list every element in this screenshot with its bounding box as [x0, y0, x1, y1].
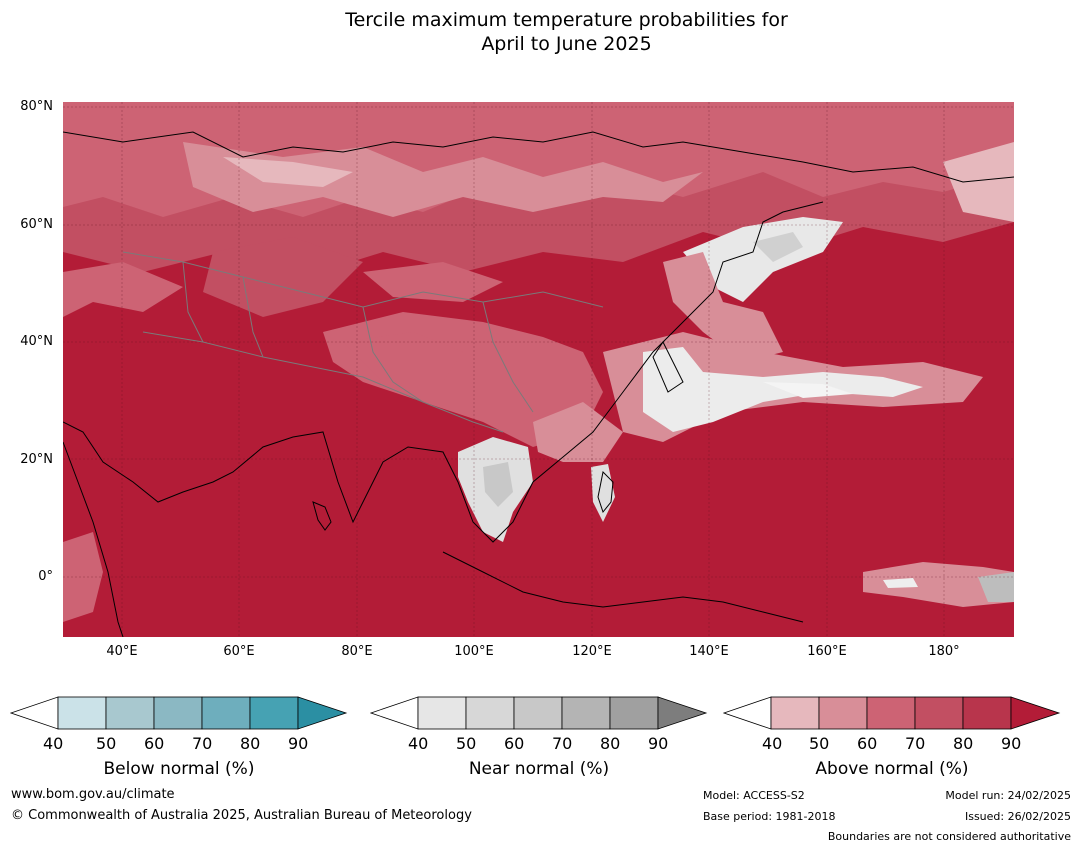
north-band-50 [183, 142, 703, 217]
cbar-below-seg-6 [297, 696, 348, 730]
cbar-above-seg-1 [770, 696, 820, 730]
lon-label-80e: 80°E [341, 644, 373, 659]
equatorial-white [883, 578, 918, 588]
map-canvas [63, 102, 1014, 637]
above-tick-50: 50 [809, 734, 830, 753]
footer-disclaimer: Boundaries are not considered authoritat… [827, 830, 1071, 843]
above-tick-80: 80 [953, 734, 974, 753]
above-tick-70: 70 [905, 734, 926, 753]
cbar-below-seg-5 [249, 696, 299, 730]
below-tick-70: 70 [192, 734, 213, 753]
cbar-above-seg-5 [962, 696, 1012, 730]
cbar-above-seg-3 [866, 696, 916, 730]
map-title: Tercile maximum temperature probabilitie… [0, 8, 1081, 56]
pacific-band-white-2 [763, 382, 853, 398]
equatorial-grey [978, 572, 1014, 602]
colorbar-near-normal [370, 694, 710, 734]
south-china-pink [533, 402, 623, 462]
cbar-near-seg-4 [561, 696, 611, 730]
cbar-below-seg-4 [201, 696, 251, 730]
lat-label-20n: 20°N [20, 452, 53, 467]
lat-label-80n: 80°N [20, 99, 53, 114]
coastlines [63, 131, 1014, 637]
above-tick-40: 40 [762, 734, 783, 753]
colorbar-above-normal [723, 694, 1063, 734]
country-borders [122, 251, 604, 433]
near-tick-90: 90 [648, 734, 669, 753]
cbar-near-seg-3 [513, 696, 563, 730]
far-east-near-normal [683, 217, 843, 302]
lon-label-140e: 140°E [689, 644, 729, 659]
lon-label-160e: 160°E [807, 644, 847, 659]
lat-label-60n: 60°N [20, 217, 53, 232]
above-tick-90: 90 [1001, 734, 1022, 753]
north-band-60b [63, 262, 503, 317]
probability-map [63, 102, 1014, 637]
cbar-below-seg-3 [153, 696, 203, 730]
lat-label-0: 0° [38, 569, 53, 584]
above-tick-60: 60 [857, 734, 878, 753]
lon-label-40e: 40°E [106, 644, 138, 659]
east-africa-pink [63, 532, 103, 622]
lon-label-100e: 100°E [454, 644, 494, 659]
lon-label-180: 180° [928, 644, 960, 659]
footer-issued: Issued: 26/02/2025 [964, 810, 1071, 823]
legend-label-near-normal: Near normal (%) [468, 759, 610, 779]
near-tick-80: 80 [600, 734, 621, 753]
tibet-pink [343, 332, 463, 382]
footer-model: Model: ACCESS-S2 [703, 789, 805, 802]
legend-label-above-normal: Above normal (%) [815, 759, 969, 779]
near-tick-40: 40 [408, 734, 429, 753]
lat-label-40n: 40°N [20, 334, 53, 349]
cbar-below-seg-1 [57, 696, 107, 730]
cbar-above-seg-2 [818, 696, 868, 730]
colorbar-above-normal-graphic [723, 696, 1061, 730]
equatorial-pink [863, 562, 1014, 607]
footer-base-period: Base period: 1981-2018 [703, 810, 836, 823]
colorbar-near-normal-graphic [370, 696, 708, 730]
lon-label-120e: 120°E [572, 644, 612, 659]
cbar-near-seg-2 [465, 696, 515, 730]
near-tick-70: 70 [552, 734, 573, 753]
lon-label-60e: 60°E [223, 644, 255, 659]
indochina-grey [483, 462, 513, 507]
near-tick-60: 60 [504, 734, 525, 753]
far-east-pink [663, 252, 783, 362]
cbar-near-seg-5 [609, 696, 659, 730]
cbar-below-seg-0 [10, 696, 59, 730]
cbar-near-seg-6 [657, 696, 708, 730]
cbar-above-seg-6 [1010, 696, 1061, 730]
footer-copyright: © Commonwealth of Australia 2025, Austra… [11, 808, 472, 823]
footer-model-run: Model run: 24/02/2025 [945, 789, 1071, 802]
below-tick-80: 80 [240, 734, 261, 753]
footer-website: www.bom.gov.au/climate [11, 787, 175, 802]
colorbar-below-normal-graphic [10, 696, 348, 730]
far-east-grey [753, 232, 803, 262]
legend-label-below-normal: Below normal (%) [103, 759, 255, 779]
below-tick-40: 40 [43, 734, 64, 753]
title-line-2: April to June 2025 [481, 33, 652, 55]
below-tick-90: 90 [288, 734, 309, 753]
below-tick-60: 60 [144, 734, 165, 753]
title-line-1: Tercile maximum temperature probabilitie… [345, 9, 788, 31]
cbar-near-seg-1 [417, 696, 467, 730]
below-tick-50: 50 [96, 734, 117, 753]
near-tick-50: 50 [456, 734, 477, 753]
cbar-above-seg-0 [723, 696, 772, 730]
cbar-above-seg-4 [914, 696, 964, 730]
graticule [63, 102, 1014, 637]
cbar-near-seg-0 [370, 696, 419, 730]
colorbar-below-normal [10, 694, 350, 734]
cbar-below-seg-2 [105, 696, 155, 730]
